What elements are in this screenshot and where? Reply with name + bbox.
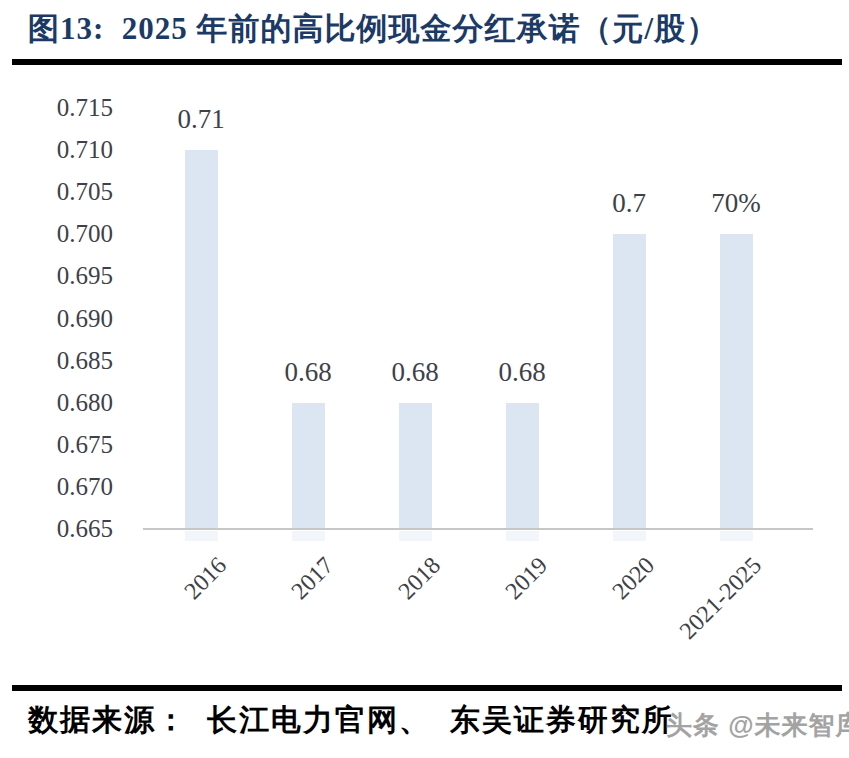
bar-reflection — [613, 531, 646, 541]
x-axis-category-label: 2018 — [393, 552, 446, 605]
bar-reflection — [720, 531, 753, 541]
y-axis-tick-label: 0.665 — [33, 516, 113, 542]
bar-value-label: 0.68 — [462, 357, 582, 387]
x-axis-category-label: 2021-2025 — [674, 552, 767, 645]
data-source-text: 数据来源： 长江电力官网、 东吴证券研究所 — [28, 700, 674, 741]
bar-value-label: 0.71 — [141, 104, 261, 134]
bar — [613, 234, 646, 529]
bar — [292, 403, 325, 529]
report-figure-page: 图13: 2025 年前的高比例现金分红承诺（元/股） 0.715 0.710 0.… — [0, 0, 849, 758]
x-axis-category-label: 2016 — [179, 552, 232, 605]
x-axis-category-label: 2019 — [500, 552, 553, 605]
y-axis-tick-label: 0.715 — [33, 95, 113, 121]
bar-reflection — [399, 531, 432, 541]
bar-value-label: 0.68 — [248, 357, 368, 387]
bar-value-label: 0.7 — [569, 188, 689, 218]
bar-reflection — [185, 531, 218, 541]
x-axis-category-label: 2017 — [286, 552, 339, 605]
bar-reflection — [506, 531, 539, 541]
bottom-divider — [12, 685, 842, 691]
dividend-bar-chart: 0.7150.7100.7050.7000.6950.6900.6850.680… — [0, 80, 849, 680]
x-axis-line — [143, 528, 813, 530]
y-axis-tick-label: 0.675 — [33, 432, 113, 458]
bar-value-label: 0.68 — [355, 357, 475, 387]
y-axis-tick-label: 0.690 — [33, 306, 113, 332]
bar — [506, 403, 539, 529]
watermark-text: 头条 @未来智库 — [666, 708, 849, 743]
figure-title: 图13: 2025 年前的高比例现金分红承诺（元/股） — [28, 8, 828, 50]
y-axis-tick-label: 0.705 — [33, 179, 113, 205]
bar — [720, 234, 753, 529]
top-divider — [12, 59, 842, 65]
bar-reflection — [292, 531, 325, 541]
y-axis-tick-label: 0.685 — [33, 348, 113, 374]
bar — [185, 150, 218, 529]
bar — [399, 403, 432, 529]
y-axis-tick-label: 0.710 — [33, 137, 113, 163]
bar-value-label: 70% — [676, 188, 796, 218]
y-axis-tick-label: 0.695 — [33, 263, 113, 289]
y-axis-tick-label: 0.670 — [33, 474, 113, 500]
y-axis-tick-label: 0.700 — [33, 221, 113, 247]
x-axis-category-label: 2020 — [607, 552, 660, 605]
y-axis-tick-label: 0.680 — [33, 390, 113, 416]
